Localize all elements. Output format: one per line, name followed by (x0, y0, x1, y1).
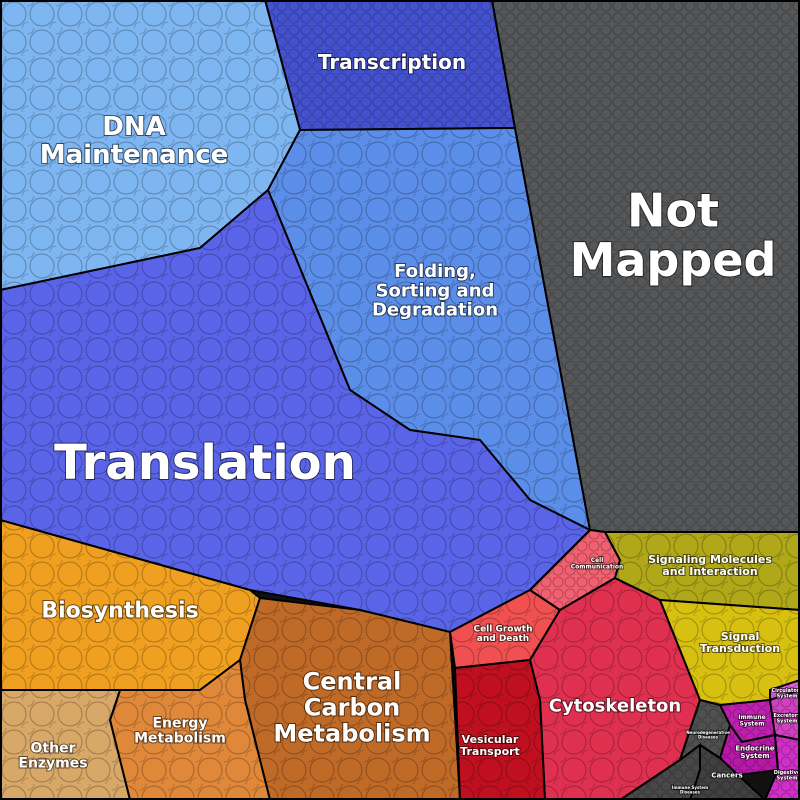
label-line: Other (31, 740, 76, 756)
label-energy-metabolism: Energy Metabolism (134, 715, 226, 746)
label-line: Signal (721, 630, 760, 643)
region-dna-maintenance (0, 0, 302, 292)
region-central-carbon-metabolism (238, 596, 462, 800)
label-circulatory-system: Circulatory System (771, 688, 800, 699)
region-excretory-system (768, 686, 800, 742)
label-biosynthesis: Biosynthesis (41, 599, 198, 624)
label-line: Vesicular (462, 733, 519, 746)
region-digestive-system (763, 733, 800, 800)
label-line: Biosynthesis (41, 599, 198, 624)
label-transcription: Transcription (318, 50, 466, 74)
region-neurodegenerative-diseases (678, 698, 732, 763)
label-not-mapped: Not Mapped (570, 183, 777, 287)
region-immune-system-diseases (618, 743, 701, 800)
region-other-enzymes (0, 689, 132, 800)
cell-texture-digestive-system (763, 733, 800, 800)
label-line: Diseases (680, 790, 701, 795)
label-line: Digestive (774, 770, 800, 776)
cell-texture-translation (0, 188, 592, 634)
label-line: System (740, 752, 769, 760)
label-line: Enzymes (18, 756, 87, 772)
label-line: System (777, 693, 798, 699)
region-signaling-molecules-and-interaction (603, 531, 800, 612)
label-line: Central (303, 668, 402, 696)
label-line: Translation (54, 435, 356, 491)
label-line: System (740, 720, 765, 727)
label-other-enzymes: Other Enzymes (18, 740, 87, 771)
label-line: Cancers (711, 772, 742, 780)
label-immune-system-diseases: Immune System Diseases (672, 785, 708, 794)
label-vesicular-transport: Vesicular Transport (460, 733, 520, 758)
label-line: Metabolism (273, 719, 430, 747)
label-line: Cell Growth (473, 624, 532, 634)
region-vesicular-transport (453, 658, 547, 800)
label-line: Transport (460, 745, 520, 758)
label-central-carbon-metabolism: Central Carbon Metabolism (273, 668, 430, 748)
region-translation (0, 188, 592, 634)
region-cell-growth-and-death (448, 588, 562, 670)
label-line: Endocrine (735, 745, 775, 753)
label-line: Sorting and (376, 280, 495, 301)
label-excretory-system: Excretory System (773, 713, 800, 724)
label-line: Immune System (672, 785, 708, 790)
label-line: Carbon (304, 693, 400, 721)
label-line: and Death (477, 634, 529, 644)
label-line: Cell (591, 557, 604, 564)
region-energy-metabolism (108, 658, 272, 800)
label-neurodegenerative-diseases: Neurodegenerative Diseases (686, 730, 730, 739)
label-line: Mapped (570, 233, 777, 287)
label-line: Diseases (698, 735, 719, 740)
cell-texture-circulatory-system (769, 678, 800, 702)
label-line: System (777, 718, 798, 724)
label-line: Degradation (372, 300, 498, 321)
region-circulatory-system (769, 678, 800, 702)
label-line: Communication (571, 563, 624, 570)
label-line: Energy (152, 715, 207, 731)
label-dna-maintenance: DNA Maintenance (40, 112, 229, 170)
region-transcription (263, 0, 517, 132)
label-line: Neurodegenerative (686, 730, 730, 735)
label-folding-sorting-and-degradation: Folding, Sorting and Degradation (372, 261, 498, 321)
label-line: Excretory (773, 713, 800, 719)
region-cytoskeleton (528, 576, 702, 800)
label-cytoskeleton: Cytoskeleton (549, 695, 682, 716)
label-line: Not (627, 183, 719, 237)
label-immune-system: Immune System (738, 714, 765, 727)
label-translation: Translation (54, 435, 356, 491)
region-signal-transduction (658, 598, 800, 707)
label-line: Signaling Molecules (648, 553, 772, 566)
region-not-mapped (490, 0, 800, 533)
label-line: Circulatory (771, 688, 800, 694)
label-endocrine-system: Endocrine System (735, 745, 775, 761)
label-line: Folding, (394, 261, 476, 282)
label-digestive-system: Digestive System (774, 770, 800, 781)
cell-texture-other-enzymes (0, 689, 132, 800)
label-line: Metabolism (134, 731, 226, 747)
label-cell-communication: Cell Communication (571, 557, 624, 570)
label-line: Transcription (318, 50, 466, 74)
label-signaling-molecules-and-interaction: Signaling Molecules and Interaction (648, 553, 772, 578)
cell-texture-vesicular-transport (453, 658, 547, 800)
label-line: Maintenance (40, 140, 229, 170)
label-line: System (777, 775, 798, 781)
label-line: DNA (102, 112, 165, 142)
label-line: Immune (738, 714, 765, 721)
label-cell-growth-and-death: Cell Growth and Death (473, 624, 532, 644)
label-line: Cytoskeleton (549, 695, 682, 716)
label-signal-transduction: Signal Transduction (700, 630, 780, 655)
cell-texture-immune-system-diseases (618, 743, 701, 800)
label-line: and Interaction (662, 565, 757, 578)
label-line: Transduction (700, 642, 780, 655)
label-cancers: Cancers (711, 772, 742, 780)
region-biosynthesis (0, 518, 262, 691)
